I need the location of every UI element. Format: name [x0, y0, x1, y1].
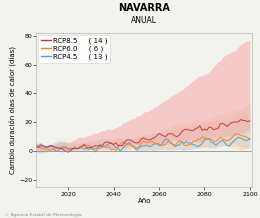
Y-axis label: Cambio duración olas de calor (días): Cambio duración olas de calor (días)	[9, 46, 16, 174]
Legend: RCP8.5     ( 14 ), RCP6.0     ( 6 ), RCP4.5     ( 13 ): RCP8.5 ( 14 ), RCP6.0 ( 6 ), RCP4.5 ( 13…	[38, 35, 110, 63]
Text: NAVARRA: NAVARRA	[118, 3, 170, 13]
Text: ANUAL: ANUAL	[131, 16, 157, 25]
Text: © Agencia Estatal de Meteorología: © Agencia Estatal de Meteorología	[5, 213, 82, 217]
X-axis label: Año: Año	[138, 198, 151, 204]
